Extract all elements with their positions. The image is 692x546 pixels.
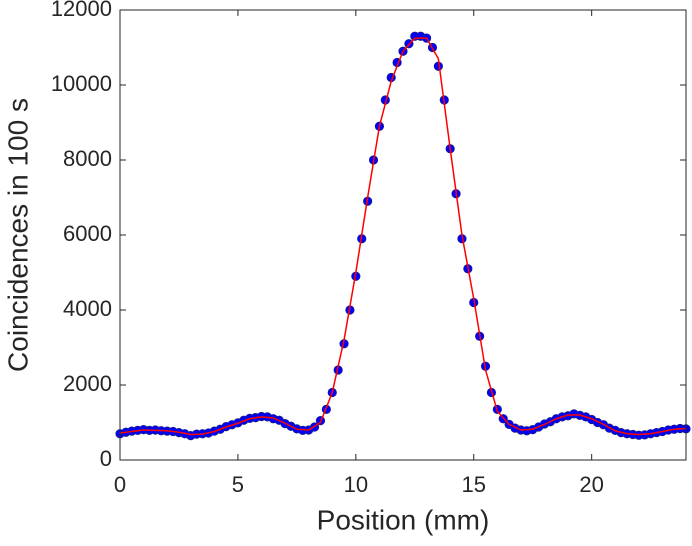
y-tick-label: 10000 (51, 71, 112, 96)
x-tick-label: 10 (344, 472, 368, 497)
plot-area (120, 10, 686, 460)
fit-line (119, 37, 687, 436)
y-tick-label: 2000 (63, 371, 112, 396)
y-tick-label: 4000 (63, 296, 112, 321)
y-tick-label: 6000 (63, 221, 112, 246)
y-axis-label: Coincidences in 100 s (2, 98, 33, 372)
x-tick-label: 15 (462, 472, 486, 497)
axes-box (119, 9, 687, 461)
y-tick-label: 12000 (51, 0, 112, 21)
y-tick-label: 0 (100, 446, 112, 471)
x-axis-label: Position (mm) (317, 504, 490, 535)
x-tick-label: 0 (114, 472, 126, 497)
x-tick-label: 20 (579, 472, 603, 497)
x-tick-label: 5 (232, 472, 244, 497)
y-tick-label: 8000 (63, 146, 112, 171)
